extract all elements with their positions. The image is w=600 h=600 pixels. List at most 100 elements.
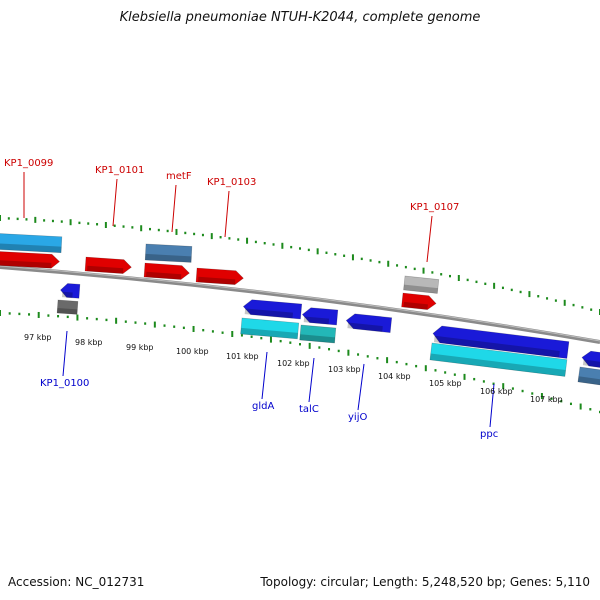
reverse-gene-label[interactable]: KP1_0100 [40, 378, 89, 389]
tick-mark [7, 217, 10, 220]
tick-mark [57, 314, 60, 318]
cds-arrow-rev[interactable] [581, 350, 600, 370]
cds-arrow[interactable] [195, 267, 244, 285]
forward-gene-label[interactable]: KP1_0107 [410, 202, 459, 213]
feature-block[interactable] [56, 299, 79, 315]
tick-mark [492, 382, 495, 385]
forward-gene-label[interactable]: KP1_0099 [4, 158, 53, 169]
tick-mark [272, 243, 275, 246]
cds-arrow[interactable] [84, 256, 132, 274]
tick-mark [122, 225, 125, 228]
forward-gene-label[interactable]: metF [166, 171, 192, 182]
tick-mark [153, 321, 156, 328]
cds-arrow-rev[interactable] [242, 299, 303, 320]
kbp-label: 101 kbp [226, 352, 259, 361]
gene-labels: KP1_0099 KP1_0101 metF KP1_0103 KP1_0107 KP1_… [4, 158, 498, 440]
tick-mark [569, 402, 572, 406]
feature-block[interactable] [240, 317, 300, 340]
feature-block[interactable] [299, 324, 337, 344]
tick-mark [424, 365, 427, 372]
tick-mark [240, 334, 243, 337]
tick-mark [231, 331, 234, 338]
forward-gene-label[interactable]: KP1_0103 [207, 177, 256, 188]
tick-mark [463, 373, 466, 380]
tick-mark [43, 219, 46, 222]
label-leader-line [62, 330, 68, 377]
tick-mark [347, 349, 350, 356]
kbp-ruler: 97 kbp 98 kbp 99 kbp 100 kbp 101 kbp 102 kbp 1… [24, 333, 563, 404]
tick-mark [501, 286, 504, 290]
cds-arrow-rev[interactable] [345, 313, 393, 333]
forward-gene-label[interactable]: KP1_0101 [95, 165, 144, 176]
tick-mark [328, 348, 331, 351]
tick-mark [66, 315, 69, 319]
tick-mark [484, 282, 487, 286]
tick-mark [413, 267, 416, 271]
kbp-label: 103 kbp [328, 365, 361, 374]
tick-mark [173, 325, 176, 328]
tick-mark [318, 346, 321, 349]
label-leader-line [308, 357, 315, 403]
label-leader-line [112, 178, 118, 227]
tick-mark [78, 221, 81, 225]
tick-mark [289, 341, 292, 344]
tick-mark [366, 355, 369, 358]
reverse-gene-label[interactable]: ppc [480, 429, 498, 440]
tick-mark [404, 265, 407, 269]
tick-mark [405, 362, 408, 366]
tick-mark [308, 342, 311, 349]
accession-text: Accession: NC_012731 [8, 575, 145, 589]
feature-block[interactable] [403, 275, 440, 294]
tick-mark [8, 312, 11, 315]
tick-mark [386, 357, 389, 364]
reverse-gene-label[interactable]: yijO [348, 412, 367, 423]
tick-mark [28, 313, 31, 316]
tick-mark [0, 310, 1, 316]
feature-block[interactable] [429, 342, 568, 377]
tick-mark [228, 237, 231, 240]
cds-arrow[interactable] [0, 250, 60, 269]
kbp-label: 106 kbp [480, 387, 513, 396]
tick-mark [237, 238, 240, 241]
tick-mark [457, 275, 460, 282]
tick-mark [211, 330, 214, 333]
tick-mark [95, 317, 98, 321]
tick-mark [105, 318, 108, 322]
tick-mark [299, 247, 301, 250]
tick-mark [369, 259, 372, 262]
cds-arrow[interactable] [143, 262, 190, 280]
tick-mark [175, 228, 178, 235]
kbp-label: 105 kbp [429, 379, 462, 388]
tick-mark [86, 317, 89, 320]
feature-block[interactable] [577, 366, 600, 387]
tick-mark [563, 299, 566, 306]
tick-mark [157, 228, 160, 232]
reverse-gene-label[interactable]: gldA [252, 401, 274, 412]
tick-mark [221, 331, 224, 334]
feature-block[interactable] [0, 232, 63, 254]
tick-mark [482, 380, 485, 383]
inner-tick-ring [0, 310, 600, 414]
tick-mark [449, 274, 451, 278]
genome-backbone [0, 265, 600, 344]
kbp-label: 99 kbp [126, 343, 154, 352]
tick-mark [572, 303, 575, 307]
feature-block[interactable] [144, 243, 193, 263]
cds-arrow[interactable] [401, 292, 437, 310]
label-leader-line [426, 215, 433, 263]
cds-arrow-rev[interactable] [432, 325, 570, 359]
tick-mark [519, 290, 522, 294]
tick-mark [201, 233, 204, 237]
cds-arrow-rev[interactable] [301, 307, 339, 326]
tick-mark [60, 220, 63, 223]
cds-arrow-rev[interactable] [60, 283, 81, 299]
reverse-gene-label[interactable]: talC [299, 404, 319, 415]
tick-mark [415, 364, 418, 368]
tick-mark [47, 314, 50, 317]
tick-mark [0, 215, 1, 221]
tick-mark [299, 343, 301, 346]
kbp-label: 102 kbp [277, 359, 310, 368]
label-leader-line [171, 184, 177, 233]
map-title: Klebsiella pneumoniae NTUH-K2044, comple… [119, 10, 481, 25]
genome-backbone-highlight [0, 265, 600, 342]
